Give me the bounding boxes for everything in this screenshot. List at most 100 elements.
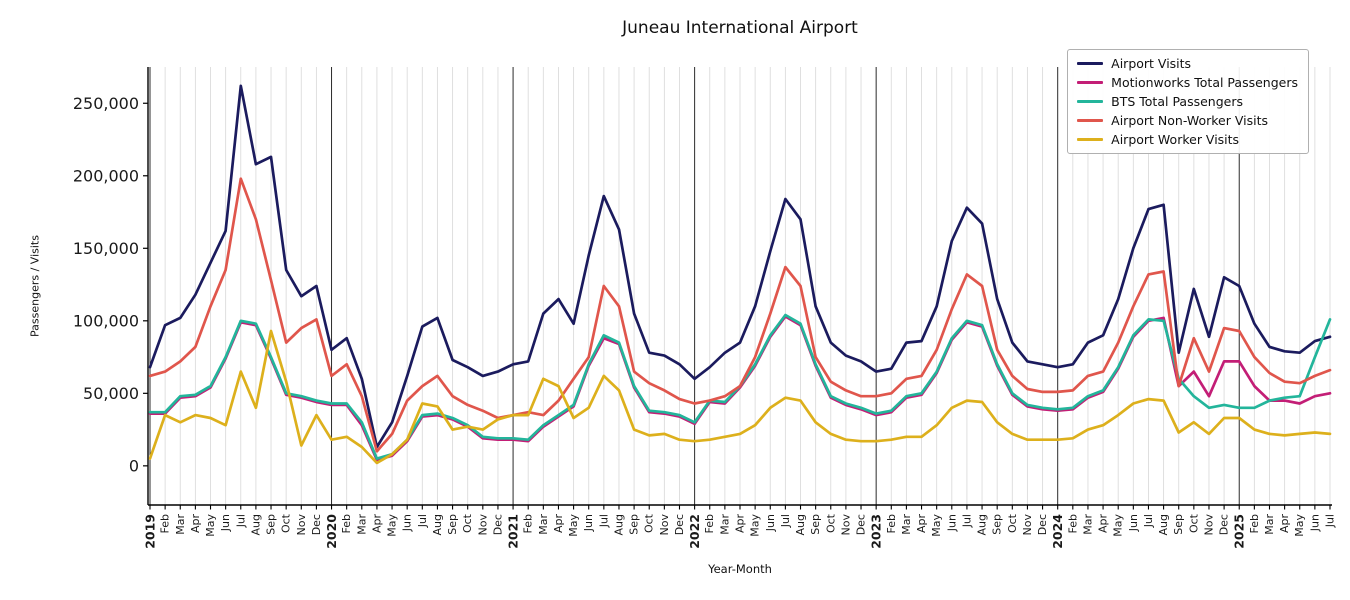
x-tick-label: Jul [1324, 514, 1337, 528]
x-tick-label: Sep [628, 514, 641, 535]
x-tick-label: 2021 [506, 514, 521, 549]
x-tick-label: Oct [1187, 513, 1200, 533]
x-tick-label: 2019 [143, 514, 158, 549]
x-tick-label: Oct [461, 513, 474, 533]
x-tick-label: Aug [1157, 514, 1170, 535]
x-tick-label: Dec [310, 514, 323, 535]
x-tick-label: Apr [915, 514, 928, 534]
series-line-airport-worker-visits [148, 329, 1332, 465]
x-tick-label: Mar [900, 514, 913, 535]
legend-swatch [1077, 62, 1104, 65]
x-tick-label: Jul [234, 514, 247, 528]
x-tick-label: Feb [522, 514, 535, 533]
x-tick-label: Jun [219, 514, 232, 532]
x-tick-label: Jul [1142, 514, 1155, 528]
x-tick-label: May [567, 514, 580, 537]
x-tick-label: Feb [1248, 514, 1261, 533]
x-tick-label: Jun [1127, 514, 1140, 532]
y-axis-label: Passengers / Visits [28, 235, 42, 337]
x-tick-label: Nov [839, 514, 852, 536]
x-tick-label: Jun [401, 514, 414, 532]
x-tick-label: Jun [945, 514, 958, 532]
x-tick-label: Jul [960, 514, 973, 528]
x-tick-label: Oct [643, 513, 656, 533]
x-tick-label: 2022 [687, 514, 702, 549]
x-tick-label: Nov [1021, 514, 1034, 536]
x-tick-label: Apr [1097, 514, 1110, 534]
x-tick-label: Sep [265, 514, 278, 535]
x-tick-label: Jul [779, 514, 792, 528]
x-tick-label: Oct [824, 513, 837, 533]
x-tick-label: May [749, 514, 762, 537]
x-axis-label: Year-Month [708, 562, 772, 576]
x-tick-label: May [1293, 514, 1306, 537]
legend: Airport Visits Motionworks Total Passenge… [1067, 49, 1309, 154]
x-tick-label: Dec [673, 514, 686, 535]
x-tick-label: Sep [446, 514, 459, 535]
x-tick-label: Nov [658, 514, 671, 536]
legend-item: Airport Non-Worker Visits [1077, 114, 1298, 127]
x-tick-label: Jun [764, 514, 777, 532]
x-tick-label: Feb [159, 514, 172, 533]
x-tick-label: May [204, 514, 217, 537]
x-tick-label: 2020 [324, 514, 339, 549]
legend-label: Airport Worker Visits [1111, 132, 1240, 147]
y-tick-label: 50,000 [83, 384, 139, 403]
x-tick-label: Mar [355, 514, 368, 535]
x-tick-label: Jul [416, 514, 429, 528]
x-tick-label: Jun [582, 514, 595, 532]
y-tick-label: 150,000 [73, 239, 139, 258]
x-tick-label: Mar [537, 514, 550, 535]
x-tick-label: Aug [976, 514, 989, 535]
chart-title: Juneau International Airport [622, 18, 858, 38]
y-tick-label: 0 [129, 456, 139, 475]
x-tick-label: Dec [855, 514, 868, 535]
x-tick-label: Apr [370, 514, 383, 534]
x-tick-label: Mar [174, 514, 187, 535]
x-tick-label: Oct [1006, 513, 1019, 533]
x-tick-label: May [386, 514, 399, 537]
legend-label: Airport Non-Worker Visits [1111, 113, 1268, 128]
legend-label: BTS Total Passengers [1111, 94, 1243, 109]
x-tick-label: Feb [885, 514, 898, 533]
x-tick-label: Feb [703, 514, 716, 533]
x-tick-label: Nov [295, 514, 308, 536]
legend-label: Motionworks Total Passengers [1111, 75, 1298, 90]
legend-swatch [1077, 100, 1104, 103]
x-tick-label: 2023 [869, 514, 884, 549]
x-tick-label: Mar [718, 514, 731, 535]
x-tick-label: Aug [794, 514, 807, 535]
x-tick-label: 2024 [1050, 514, 1065, 549]
x-tick-label: Nov [476, 514, 489, 536]
x-tick-label: Dec [491, 514, 504, 535]
x-tick-label: Sep [1172, 514, 1185, 535]
x-tick-label: Feb [340, 514, 353, 533]
legend-item: Airport Worker Visits [1077, 133, 1298, 146]
x-tick-label: 2025 [1232, 514, 1247, 549]
x-tick-label: Apr [189, 514, 202, 534]
x-tick-label: Dec [1036, 514, 1049, 535]
x-tick-label: Oct [280, 513, 293, 533]
legend-item: BTS Total Passengers [1077, 95, 1298, 108]
x-tick-label: Jun [1308, 514, 1321, 532]
x-tick-label: Apr [734, 514, 747, 534]
legend-label: Airport Visits [1111, 56, 1192, 71]
x-tick-label: Aug [249, 514, 262, 535]
x-tick-label: Apr [1278, 514, 1291, 534]
series-line-airport-visits [148, 84, 1332, 449]
x-tick-label: Aug [612, 514, 625, 535]
x-tick-label: Feb [1066, 514, 1079, 533]
x-tick-label: Jul [597, 514, 610, 528]
y-tick-label: 250,000 [73, 94, 139, 113]
legend-item: Motionworks Total Passengers [1077, 76, 1298, 89]
x-tick-label: May [1112, 514, 1125, 537]
y-tick-label: 200,000 [73, 166, 139, 185]
x-tick-label: Apr [552, 514, 565, 534]
x-tick-label: Mar [1263, 514, 1276, 535]
legend-swatch [1077, 81, 1104, 84]
x-tick-label: Aug [431, 514, 444, 535]
x-tick-label: May [930, 514, 943, 537]
x-tick-label: Dec [1218, 514, 1231, 535]
